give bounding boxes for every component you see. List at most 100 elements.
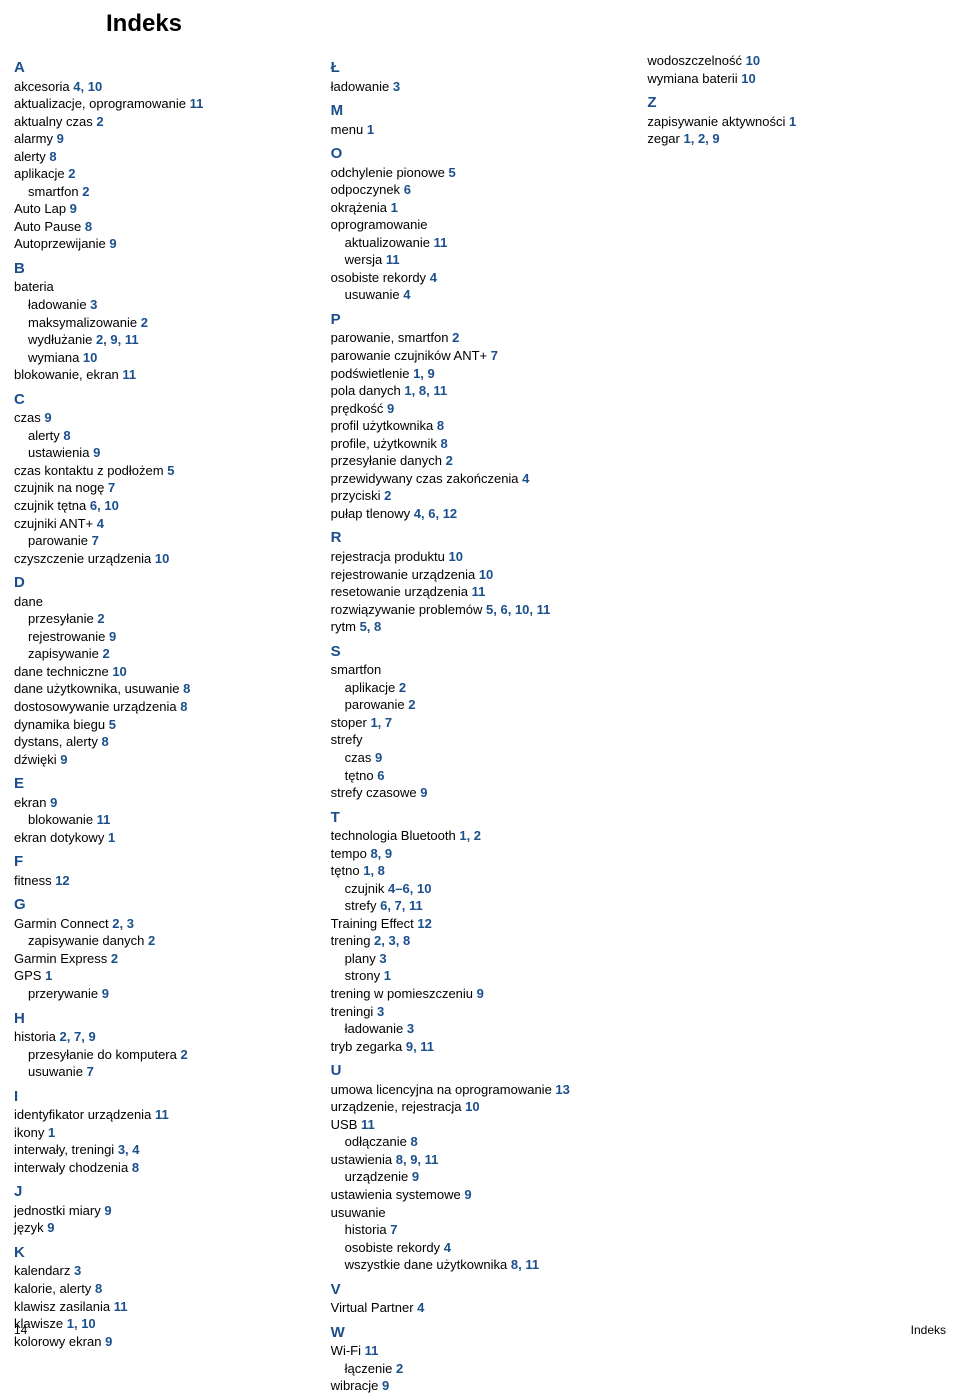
index-entry-pages[interactable]: 10: [155, 551, 169, 566]
index-entry-pages[interactable]: 2: [446, 453, 453, 468]
index-entry-pages[interactable]: 6: [404, 182, 411, 197]
index-entry-pages[interactable]: 4, 10: [73, 79, 102, 94]
index-entry-pages[interactable]: 7: [390, 1222, 397, 1237]
index-entry-pages[interactable]: 10: [83, 350, 97, 365]
index-entry-pages[interactable]: 8: [49, 149, 56, 164]
index-entry-pages[interactable]: 2, 7, 9: [60, 1029, 96, 1044]
index-entry-pages[interactable]: 11: [97, 812, 111, 827]
index-entry-pages[interactable]: 2: [96, 114, 103, 129]
index-entry-pages[interactable]: 9: [387, 401, 394, 416]
index-entry-pages[interactable]: 10: [448, 549, 462, 564]
index-entry-pages[interactable]: 8: [132, 1160, 139, 1175]
index-entry-pages[interactable]: 1, 2, 9: [684, 131, 720, 146]
index-entry-pages[interactable]: 9: [47, 1220, 54, 1235]
index-entry-pages[interactable]: 10: [465, 1099, 479, 1114]
index-entry-pages[interactable]: 2: [141, 315, 148, 330]
index-entry-pages[interactable]: 3: [393, 79, 400, 94]
index-entry-pages[interactable]: 1, 2: [459, 828, 481, 843]
index-entry-pages[interactable]: 9: [109, 236, 116, 251]
index-entry-pages[interactable]: 1: [45, 968, 52, 983]
index-entry-pages[interactable]: 11: [122, 367, 136, 382]
index-entry-pages[interactable]: 2: [384, 488, 391, 503]
index-entry-pages[interactable]: 1, 8, 11: [404, 383, 447, 398]
index-entry-pages[interactable]: 5: [449, 165, 456, 180]
index-entry-pages[interactable]: 7: [491, 348, 498, 363]
index-entry-pages[interactable]: 13: [555, 1082, 569, 1097]
index-entry-pages[interactable]: 10: [741, 71, 755, 86]
index-entry-pages[interactable]: 2: [180, 1047, 187, 1062]
index-entry-pages[interactable]: 8, 9, 11: [396, 1152, 439, 1167]
index-entry-pages[interactable]: 2: [399, 680, 406, 695]
index-entry-pages[interactable]: 5: [167, 463, 174, 478]
index-entry-pages[interactable]: 3: [74, 1263, 81, 1278]
index-entry-pages[interactable]: 11: [361, 1117, 375, 1132]
index-entry-pages[interactable]: 12: [417, 916, 431, 931]
index-entry-pages[interactable]: 11: [434, 235, 448, 250]
index-entry-pages[interactable]: 5, 6, 10, 11: [486, 602, 550, 617]
index-entry-pages[interactable]: 9: [375, 750, 382, 765]
index-entry-pages[interactable]: 9: [464, 1187, 471, 1202]
index-entry-pages[interactable]: 8: [441, 436, 448, 451]
index-entry-pages[interactable]: 12: [55, 873, 69, 888]
index-entry-pages[interactable]: 11: [114, 1299, 128, 1314]
index-entry-pages[interactable]: 1: [48, 1125, 55, 1140]
index-entry-pages[interactable]: 9: [60, 752, 67, 767]
index-entry-pages[interactable]: 8, 9: [370, 846, 392, 861]
index-entry-pages[interactable]: 8: [85, 219, 92, 234]
index-entry-pages[interactable]: 10: [112, 664, 126, 679]
index-entry-pages[interactable]: 2: [111, 951, 118, 966]
index-entry-pages[interactable]: 2: [68, 166, 75, 181]
index-entry-pages[interactable]: 1: [391, 200, 398, 215]
index-entry-pages[interactable]: 2: [396, 1361, 403, 1376]
index-entry-pages[interactable]: 4–6, 10: [388, 881, 431, 896]
index-entry-pages[interactable]: 9: [420, 785, 427, 800]
index-entry-pages[interactable]: 6: [377, 768, 384, 783]
index-entry-pages[interactable]: 9: [412, 1169, 419, 1184]
index-entry-pages[interactable]: 3: [377, 1004, 384, 1019]
index-entry-pages[interactable]: 9: [477, 986, 484, 1001]
index-entry-pages[interactable]: 7: [87, 1064, 94, 1079]
index-entry-pages[interactable]: 8: [63, 428, 70, 443]
index-entry-pages[interactable]: 5, 8: [360, 619, 382, 634]
index-entry-pages[interactable]: 3: [407, 1021, 414, 1036]
index-entry-pages[interactable]: 2: [102, 646, 109, 661]
index-entry-pages[interactable]: 1, 9: [413, 366, 435, 381]
index-entry-pages[interactable]: 6, 7, 11: [380, 898, 423, 913]
index-entry-pages[interactable]: 3: [379, 951, 386, 966]
index-entry-pages[interactable]: 8, 11: [511, 1257, 539, 1272]
index-entry-pages[interactable]: 7: [92, 533, 99, 548]
index-entry-pages[interactable]: 1: [367, 122, 374, 137]
index-entry-pages[interactable]: 1: [384, 968, 391, 983]
index-entry-pages[interactable]: 9: [104, 1203, 111, 1218]
index-entry-pages[interactable]: 4: [430, 270, 437, 285]
index-entry-pages[interactable]: 10: [746, 53, 760, 68]
index-entry-pages[interactable]: 8: [180, 699, 187, 714]
index-entry-pages[interactable]: 4: [444, 1240, 451, 1255]
index-entry-pages[interactable]: 2, 9, 11: [96, 332, 139, 347]
index-entry-pages[interactable]: 11: [365, 1343, 379, 1358]
index-entry-pages[interactable]: 9, 11: [406, 1039, 434, 1054]
index-entry-pages[interactable]: 1: [789, 114, 796, 129]
index-entry-pages[interactable]: 11: [155, 1107, 169, 1122]
index-entry-pages[interactable]: 9: [382, 1378, 389, 1393]
index-entry-pages[interactable]: 5: [109, 717, 116, 732]
index-entry-pages[interactable]: 10: [479, 567, 493, 582]
index-entry-pages[interactable]: 8: [410, 1134, 417, 1149]
index-entry-pages[interactable]: 9: [102, 986, 109, 1001]
index-entry-pages[interactable]: 11: [472, 584, 486, 599]
index-entry-pages[interactable]: 4: [522, 471, 529, 486]
index-entry-pages[interactable]: 2, 3: [112, 916, 134, 931]
index-entry-pages[interactable]: 1, 7: [370, 715, 392, 730]
index-entry-pages[interactable]: 8: [95, 1281, 102, 1296]
index-entry-pages[interactable]: 9: [109, 629, 116, 644]
index-entry-pages[interactable]: 4, 6, 12: [414, 506, 457, 521]
index-entry-pages[interactable]: 8: [101, 734, 108, 749]
index-entry-pages[interactable]: 9: [93, 445, 100, 460]
index-entry-pages[interactable]: 9: [57, 131, 64, 146]
index-entry-pages[interactable]: 3: [90, 297, 97, 312]
index-entry-pages[interactable]: 9: [50, 795, 57, 810]
index-entry-pages[interactable]: 2: [452, 330, 459, 345]
index-entry-pages[interactable]: 2: [97, 611, 104, 626]
index-entry-pages[interactable]: 1: [108, 830, 115, 845]
index-entry-pages[interactable]: 2: [82, 184, 89, 199]
